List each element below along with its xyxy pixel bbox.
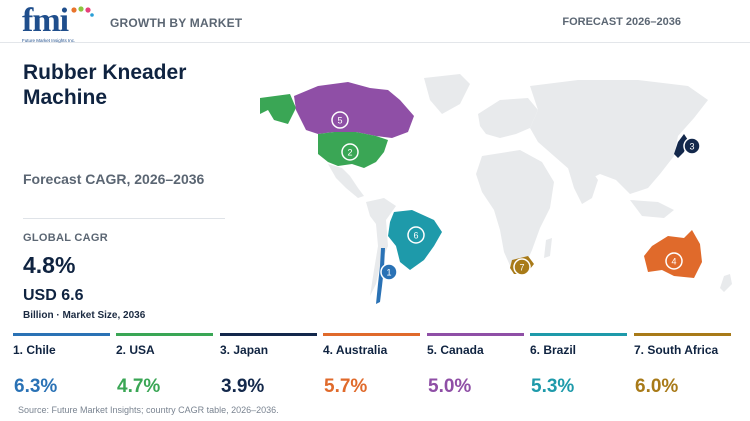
fmi-logo[interactable]: fmi Future Market Insights Inc.: [22, 2, 94, 44]
marker-brazil[interactable]: 6: [407, 226, 425, 244]
source-note: Source: Future Market Insights; country …: [18, 405, 279, 415]
map-region-chile: [376, 248, 385, 304]
country-card-canada[interactable]: 5. Canada 5.0%: [427, 333, 524, 403]
card-accent-bar: [13, 333, 110, 336]
country-cagr: 5.3%: [531, 376, 575, 397]
map-land-sea: [630, 200, 674, 218]
country-cagr: 5.7%: [324, 376, 368, 397]
divider: [23, 218, 225, 219]
map-land-south-america: [366, 198, 396, 296]
marker-usa[interactable]: 2: [341, 143, 359, 161]
card-accent-bar: [323, 333, 420, 336]
marker-label-chile: 1: [386, 268, 391, 278]
country-cagr: 6.3%: [14, 376, 58, 397]
country-cards: 1. Chile 6.3% 2. USA 4.7% 3. Japan 3.9% …: [13, 333, 737, 403]
map-land-asia: [530, 80, 708, 194]
logo-subtitle: Future Market Insights Inc.: [22, 38, 76, 43]
country-name: 2. USA: [116, 343, 155, 357]
global-cagr-label: GLOBAL CAGR: [23, 232, 108, 244]
marker-canada[interactable]: 5: [331, 111, 349, 129]
page-title: Rubber Kneader Machine: [23, 61, 187, 109]
country-cagr: 6.0%: [635, 376, 679, 397]
country-card-brazil[interactable]: 6. Brazil 5.3%: [530, 333, 627, 403]
map-land-africa: [476, 150, 554, 270]
card-accent-bar: [530, 333, 627, 336]
country-card-australia[interactable]: 4. Australia 5.7%: [323, 333, 420, 403]
country-card-japan[interactable]: 3. Japan 3.9%: [220, 333, 317, 403]
growth-by-market-label: GROWTH BY MARKET: [110, 16, 243, 30]
map-land-greenland: [424, 74, 470, 114]
marker-label-australia: 4: [671, 257, 676, 267]
marker-south-africa[interactable]: 7: [513, 258, 531, 276]
marker-australia[interactable]: 4: [665, 252, 683, 270]
country-name: 3. Japan: [220, 343, 269, 357]
forecast-cagr-label: Forecast CAGR, 2026–2036: [23, 171, 205, 187]
map-region-canada: [294, 82, 414, 138]
logo-text: fmi: [22, 2, 69, 39]
logo-people-icon: [71, 6, 94, 17]
country-card-chile[interactable]: 1. Chile 6.3%: [13, 333, 110, 403]
market-size-note: Billion · Market Size, 2036: [23, 310, 146, 321]
map-land-mexico: [328, 164, 364, 198]
country-name: 4. Australia: [323, 343, 388, 357]
card-accent-bar: [634, 333, 731, 336]
map-land-europe: [478, 98, 538, 138]
country-name: 1. Chile: [13, 343, 56, 357]
forecast-period-label: FORECAST 2026–2036: [562, 16, 681, 28]
country-name: 5. Canada: [427, 343, 484, 357]
marker-label-japan: 3: [689, 142, 694, 152]
marker-label-canada: 5: [337, 116, 342, 126]
market-size-value: USD 6.6: [23, 287, 84, 304]
card-accent-bar: [220, 333, 317, 336]
marker-label-brazil: 6: [413, 231, 418, 241]
global-cagr-value: 4.8%: [23, 252, 76, 278]
map-region-japan: [674, 134, 688, 158]
map-land-new-zealand: [720, 274, 732, 292]
country-cagr: 5.0%: [428, 376, 472, 397]
header: fmi Future Market Insights Inc. GROWTH B…: [0, 0, 750, 43]
map-land-india: [568, 166, 598, 204]
country-name: 6. Brazil: [530, 343, 577, 357]
marker-chile[interactable]: 1: [380, 263, 398, 281]
world-map: 1 2 3 4 5 6 7: [260, 74, 732, 304]
marker-japan[interactable]: 3: [683, 137, 701, 155]
country-card-south-africa[interactable]: 7. South Africa 6.0%: [634, 333, 731, 403]
country-cagr: 4.7%: [117, 376, 161, 397]
map-region-alaska: [260, 94, 296, 124]
card-accent-bar: [427, 333, 524, 336]
country-cagr: 3.9%: [221, 376, 265, 397]
marker-label-usa: 2: [347, 148, 352, 158]
marker-label-south-africa: 7: [519, 263, 524, 273]
country-card-usa[interactable]: 2. USA 4.7%: [116, 333, 213, 403]
map-land-madagascar: [544, 238, 552, 258]
card-accent-bar: [116, 333, 213, 336]
country-name: 7. South Africa: [634, 343, 719, 357]
